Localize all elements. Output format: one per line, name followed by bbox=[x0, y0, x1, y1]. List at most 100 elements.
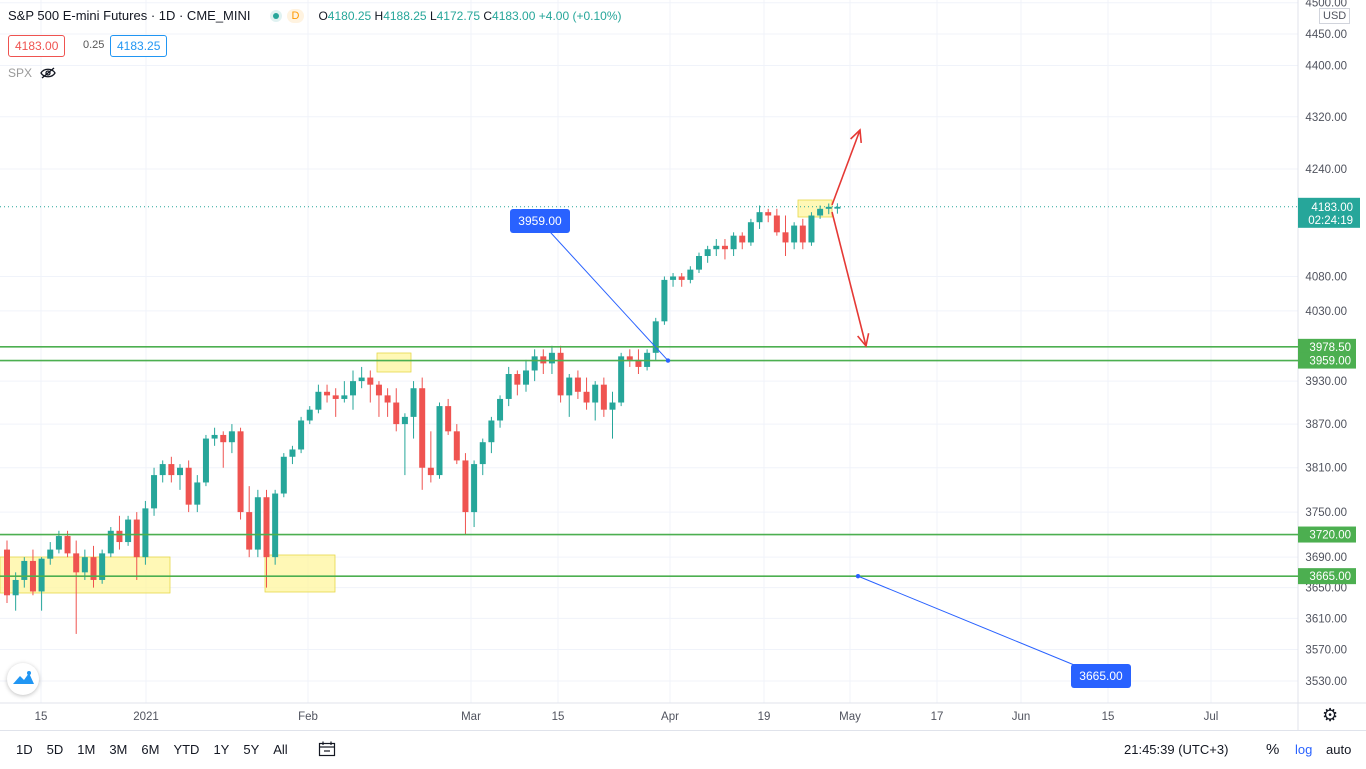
candle-body[interactable] bbox=[237, 431, 244, 513]
candle-body[interactable] bbox=[505, 374, 512, 399]
candle-body[interactable] bbox=[202, 438, 209, 483]
candle-body[interactable] bbox=[773, 215, 780, 233]
candle-body[interactable] bbox=[401, 416, 408, 425]
candle-body[interactable] bbox=[289, 449, 296, 457]
range-5y[interactable]: 5Y bbox=[243, 742, 260, 757]
candle-body[interactable] bbox=[280, 456, 287, 494]
clock-timezone[interactable]: 21:45:39 (UTC+3) bbox=[1124, 742, 1229, 757]
candle-body[interactable] bbox=[142, 508, 149, 558]
candle-body[interactable] bbox=[116, 530, 123, 543]
overlay-series[interactable]: SPX bbox=[8, 66, 56, 80]
candle-body[interactable] bbox=[479, 442, 486, 465]
range-1y[interactable]: 1Y bbox=[213, 742, 230, 757]
range-6m[interactable]: 6M bbox=[141, 742, 160, 757]
candle-body[interactable] bbox=[99, 553, 106, 580]
candle-body[interactable] bbox=[211, 434, 218, 439]
candle-body[interactable] bbox=[825, 206, 832, 209]
candle-body[interactable] bbox=[523, 370, 529, 385]
candle-body[interactable] bbox=[739, 235, 746, 243]
candle-body[interactable] bbox=[393, 402, 400, 425]
candle-body[interactable] bbox=[228, 431, 235, 443]
auto-toggle[interactable]: auto bbox=[1326, 742, 1352, 757]
tradingview-logo[interactable] bbox=[7, 663, 39, 695]
candle-body[interactable] bbox=[4, 549, 10, 596]
candle-body[interactable] bbox=[47, 549, 54, 559]
symbol-title[interactable]: S&P 500 E-mini Futures · 1D · CME_MINI bbox=[8, 8, 251, 23]
candle-body[interactable] bbox=[168, 464, 175, 476]
candle-body[interactable] bbox=[670, 276, 677, 280]
candle-body[interactable] bbox=[531, 356, 538, 371]
candle-body[interactable] bbox=[488, 420, 495, 443]
candle-body[interactable] bbox=[574, 377, 581, 392]
candle-body[interactable] bbox=[367, 377, 374, 385]
range-ytd[interactable]: YTD bbox=[173, 742, 200, 757]
candle-body[interactable] bbox=[635, 359, 642, 367]
candle-body[interactable] bbox=[133, 519, 140, 558]
candle-body[interactable] bbox=[661, 279, 668, 322]
candle-body[interactable] bbox=[557, 352, 564, 396]
candle-body[interactable] bbox=[747, 222, 754, 243]
candle-body[interactable] bbox=[652, 321, 659, 353]
candle-body[interactable] bbox=[721, 245, 728, 250]
candle-body[interactable] bbox=[185, 467, 192, 505]
d-badge[interactable]: D bbox=[286, 8, 305, 23]
candle-body[interactable] bbox=[427, 467, 434, 476]
candle-body[interactable] bbox=[263, 497, 270, 558]
candle-body[interactable] bbox=[600, 384, 607, 410]
callout-line[interactable] bbox=[539, 220, 669, 361]
candle-body[interactable] bbox=[194, 482, 201, 505]
candle-body[interactable] bbox=[497, 398, 504, 421]
candle-body[interactable] bbox=[306, 409, 313, 421]
candle-body[interactable] bbox=[324, 391, 331, 396]
candle-body[interactable] bbox=[12, 579, 19, 596]
candle-body[interactable] bbox=[246, 512, 253, 550]
buy-button[interactable]: 4183.25 bbox=[110, 35, 168, 57]
candle-body[interactable] bbox=[436, 406, 443, 476]
candle-body[interactable] bbox=[471, 464, 478, 513]
candle-body[interactable] bbox=[90, 557, 97, 580]
candle-body[interactable] bbox=[566, 377, 573, 396]
candle-body[interactable] bbox=[704, 249, 711, 256]
candle-body[interactable] bbox=[782, 232, 789, 243]
projection-arrow[interactable] bbox=[831, 211, 867, 347]
range-3m[interactable]: 3M bbox=[109, 742, 128, 757]
candle-body[interactable] bbox=[177, 467, 183, 476]
candle-body[interactable] bbox=[332, 395, 339, 399]
candle-body[interactable] bbox=[254, 497, 261, 550]
candle-body[interactable] bbox=[696, 255, 702, 270]
candle-body[interactable] bbox=[799, 225, 806, 243]
candle-body[interactable] bbox=[765, 212, 772, 216]
candle-body[interactable] bbox=[298, 420, 305, 450]
candle-body[interactable] bbox=[514, 374, 521, 385]
candle-body[interactable] bbox=[220, 434, 227, 443]
candle-body[interactable] bbox=[791, 225, 798, 243]
candle-body[interactable] bbox=[38, 558, 45, 592]
candle-body[interactable] bbox=[678, 276, 685, 280]
candle-body[interactable] bbox=[834, 206, 841, 209]
callout-label-box[interactable] bbox=[510, 209, 570, 233]
candle-body[interactable] bbox=[341, 395, 348, 399]
candle-body[interactable] bbox=[453, 431, 460, 461]
goto-date-button[interactable] bbox=[318, 741, 336, 760]
candle-body[interactable] bbox=[125, 519, 132, 543]
candle-body[interactable] bbox=[64, 536, 71, 554]
log-toggle[interactable]: log bbox=[1295, 742, 1313, 757]
callout-anchor[interactable] bbox=[855, 573, 861, 579]
settings-gear-icon[interactable]: ⚙ bbox=[1322, 705, 1339, 725]
candle-body[interactable] bbox=[419, 388, 426, 468]
candle-body[interactable] bbox=[583, 391, 590, 403]
candle-body[interactable] bbox=[107, 530, 114, 554]
candle-body[interactable] bbox=[817, 208, 824, 216]
percent-toggle[interactable]: % bbox=[1266, 741, 1280, 758]
callout-anchor[interactable] bbox=[665, 358, 671, 363]
candle-body[interactable] bbox=[626, 356, 633, 360]
candle-body[interactable] bbox=[756, 212, 763, 223]
range-all[interactable]: All bbox=[273, 742, 288, 757]
callout-line[interactable] bbox=[857, 575, 1102, 677]
candle-body[interactable] bbox=[55, 536, 62, 550]
candle-body[interactable] bbox=[358, 377, 365, 382]
range-1d[interactable]: 1D bbox=[16, 742, 33, 757]
candle-body[interactable] bbox=[808, 215, 815, 243]
eye-crossed-icon[interactable] bbox=[40, 67, 56, 79]
projection-arrow[interactable] bbox=[831, 129, 861, 206]
